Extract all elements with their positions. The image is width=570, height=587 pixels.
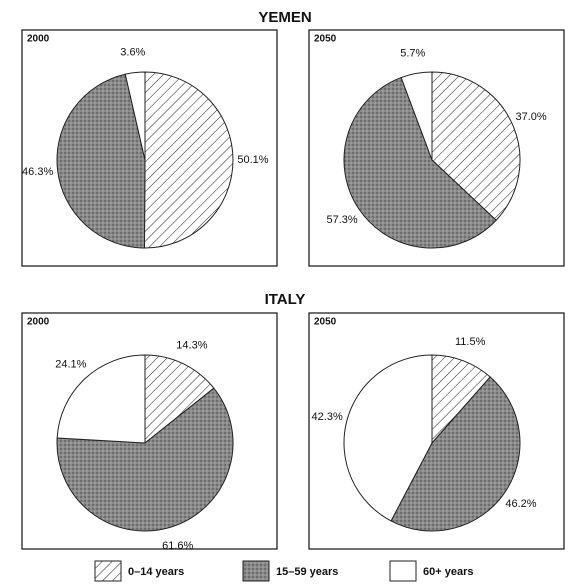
pie-slice [400, 71, 433, 161]
data-label: 46.2% [505, 498, 536, 510]
group-title: ITALY [265, 291, 306, 308]
chart-frame [21, 29, 278, 267]
pie-slice [343, 76, 497, 249]
legend-label: 15–59 years [276, 566, 338, 578]
data-label: 11.5% [455, 336, 486, 348]
chart-title: 2000 [27, 34, 50, 45]
legend-swatch [94, 560, 122, 582]
legend-swatch [242, 560, 270, 582]
group-title: YEMEN [258, 9, 311, 26]
chart-frame [308, 312, 565, 550]
pie-slice [390, 376, 521, 532]
data-label: 61.6% [162, 540, 193, 552]
legend-swatch [389, 560, 417, 582]
pie-slice [431, 71, 521, 221]
pie-slice [143, 71, 234, 249]
chart-title: 2050 [314, 34, 337, 45]
data-label: 24.1% [55, 358, 86, 370]
chart-title: 2050 [314, 317, 337, 328]
data-label: 46.3% [22, 166, 53, 178]
pie-slice [343, 354, 433, 522]
data-label: 42.3% [312, 411, 343, 423]
pie-slice [124, 71, 146, 161]
chart-frame [21, 312, 278, 550]
data-label: 5.7% [400, 48, 425, 60]
pie-slice [431, 354, 491, 445]
legend-label: 60+ years [423, 566, 473, 578]
pie-slice [144, 354, 215, 445]
data-label: 3.6% [120, 47, 145, 59]
chart-title: 2000 [27, 317, 50, 328]
pie-slice [56, 387, 234, 532]
data-label: 37.0% [516, 111, 547, 123]
chart-frame [308, 29, 565, 267]
legend-label: 0–14 years [128, 566, 184, 578]
data-label: 14.3% [176, 340, 207, 352]
pie-slice [56, 354, 146, 444]
pie-slice [56, 73, 146, 249]
data-label: 50.1% [237, 154, 268, 166]
data-label: 57.3% [327, 214, 358, 226]
